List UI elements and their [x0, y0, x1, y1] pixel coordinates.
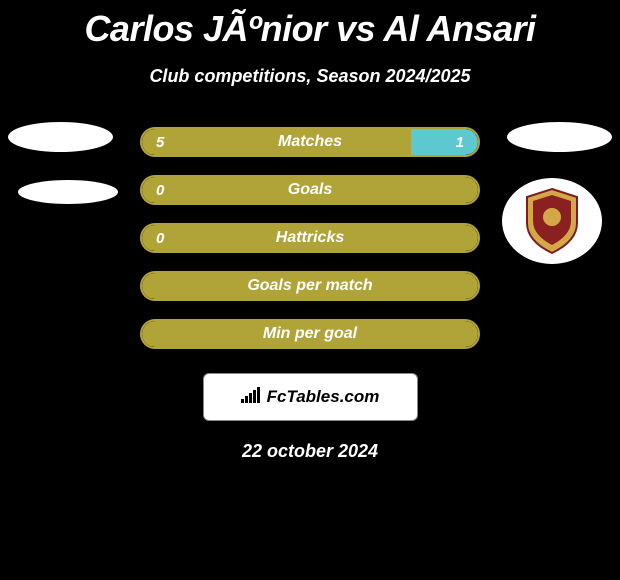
stat-row: 0 Hattricks: [140, 223, 480, 253]
stat-row: 5 1 Matches: [140, 127, 480, 157]
stat-value-left: 0: [156, 230, 164, 247]
stat-value-left: 5: [156, 134, 164, 151]
stat-fill-right: [411, 129, 478, 155]
player-left-badge-placeholder: [18, 180, 118, 204]
stat-row: Min per goal: [140, 319, 480, 349]
watermark-text: FcTables.com: [267, 387, 380, 407]
stat-label: Goals per match: [247, 277, 372, 295]
chart-icon: [241, 387, 261, 408]
stat-label: Goals: [288, 181, 332, 199]
stat-value-right: 1: [456, 134, 464, 151]
watermark-box: FcTables.com: [203, 373, 418, 421]
stat-row: 0 Goals: [140, 175, 480, 205]
stat-label: Hattricks: [276, 229, 344, 247]
stat-value-left: 0: [156, 182, 164, 199]
stat-fill-left: [142, 129, 411, 155]
stat-row: Goals per match: [140, 271, 480, 301]
stat-label: Min per goal: [263, 325, 357, 343]
player-right-avatar-placeholder: [507, 122, 612, 152]
comparison-title: Carlos JÃºnior vs Al Ansari: [0, 0, 620, 50]
date-text: 22 october 2024: [0, 441, 620, 462]
shield-icon: [521, 187, 583, 255]
team-right-badge: [502, 178, 602, 264]
player-left-avatar-placeholder: [8, 122, 113, 152]
stat-label: Matches: [278, 133, 342, 151]
comparison-subtitle: Club competitions, Season 2024/2025: [0, 66, 620, 87]
